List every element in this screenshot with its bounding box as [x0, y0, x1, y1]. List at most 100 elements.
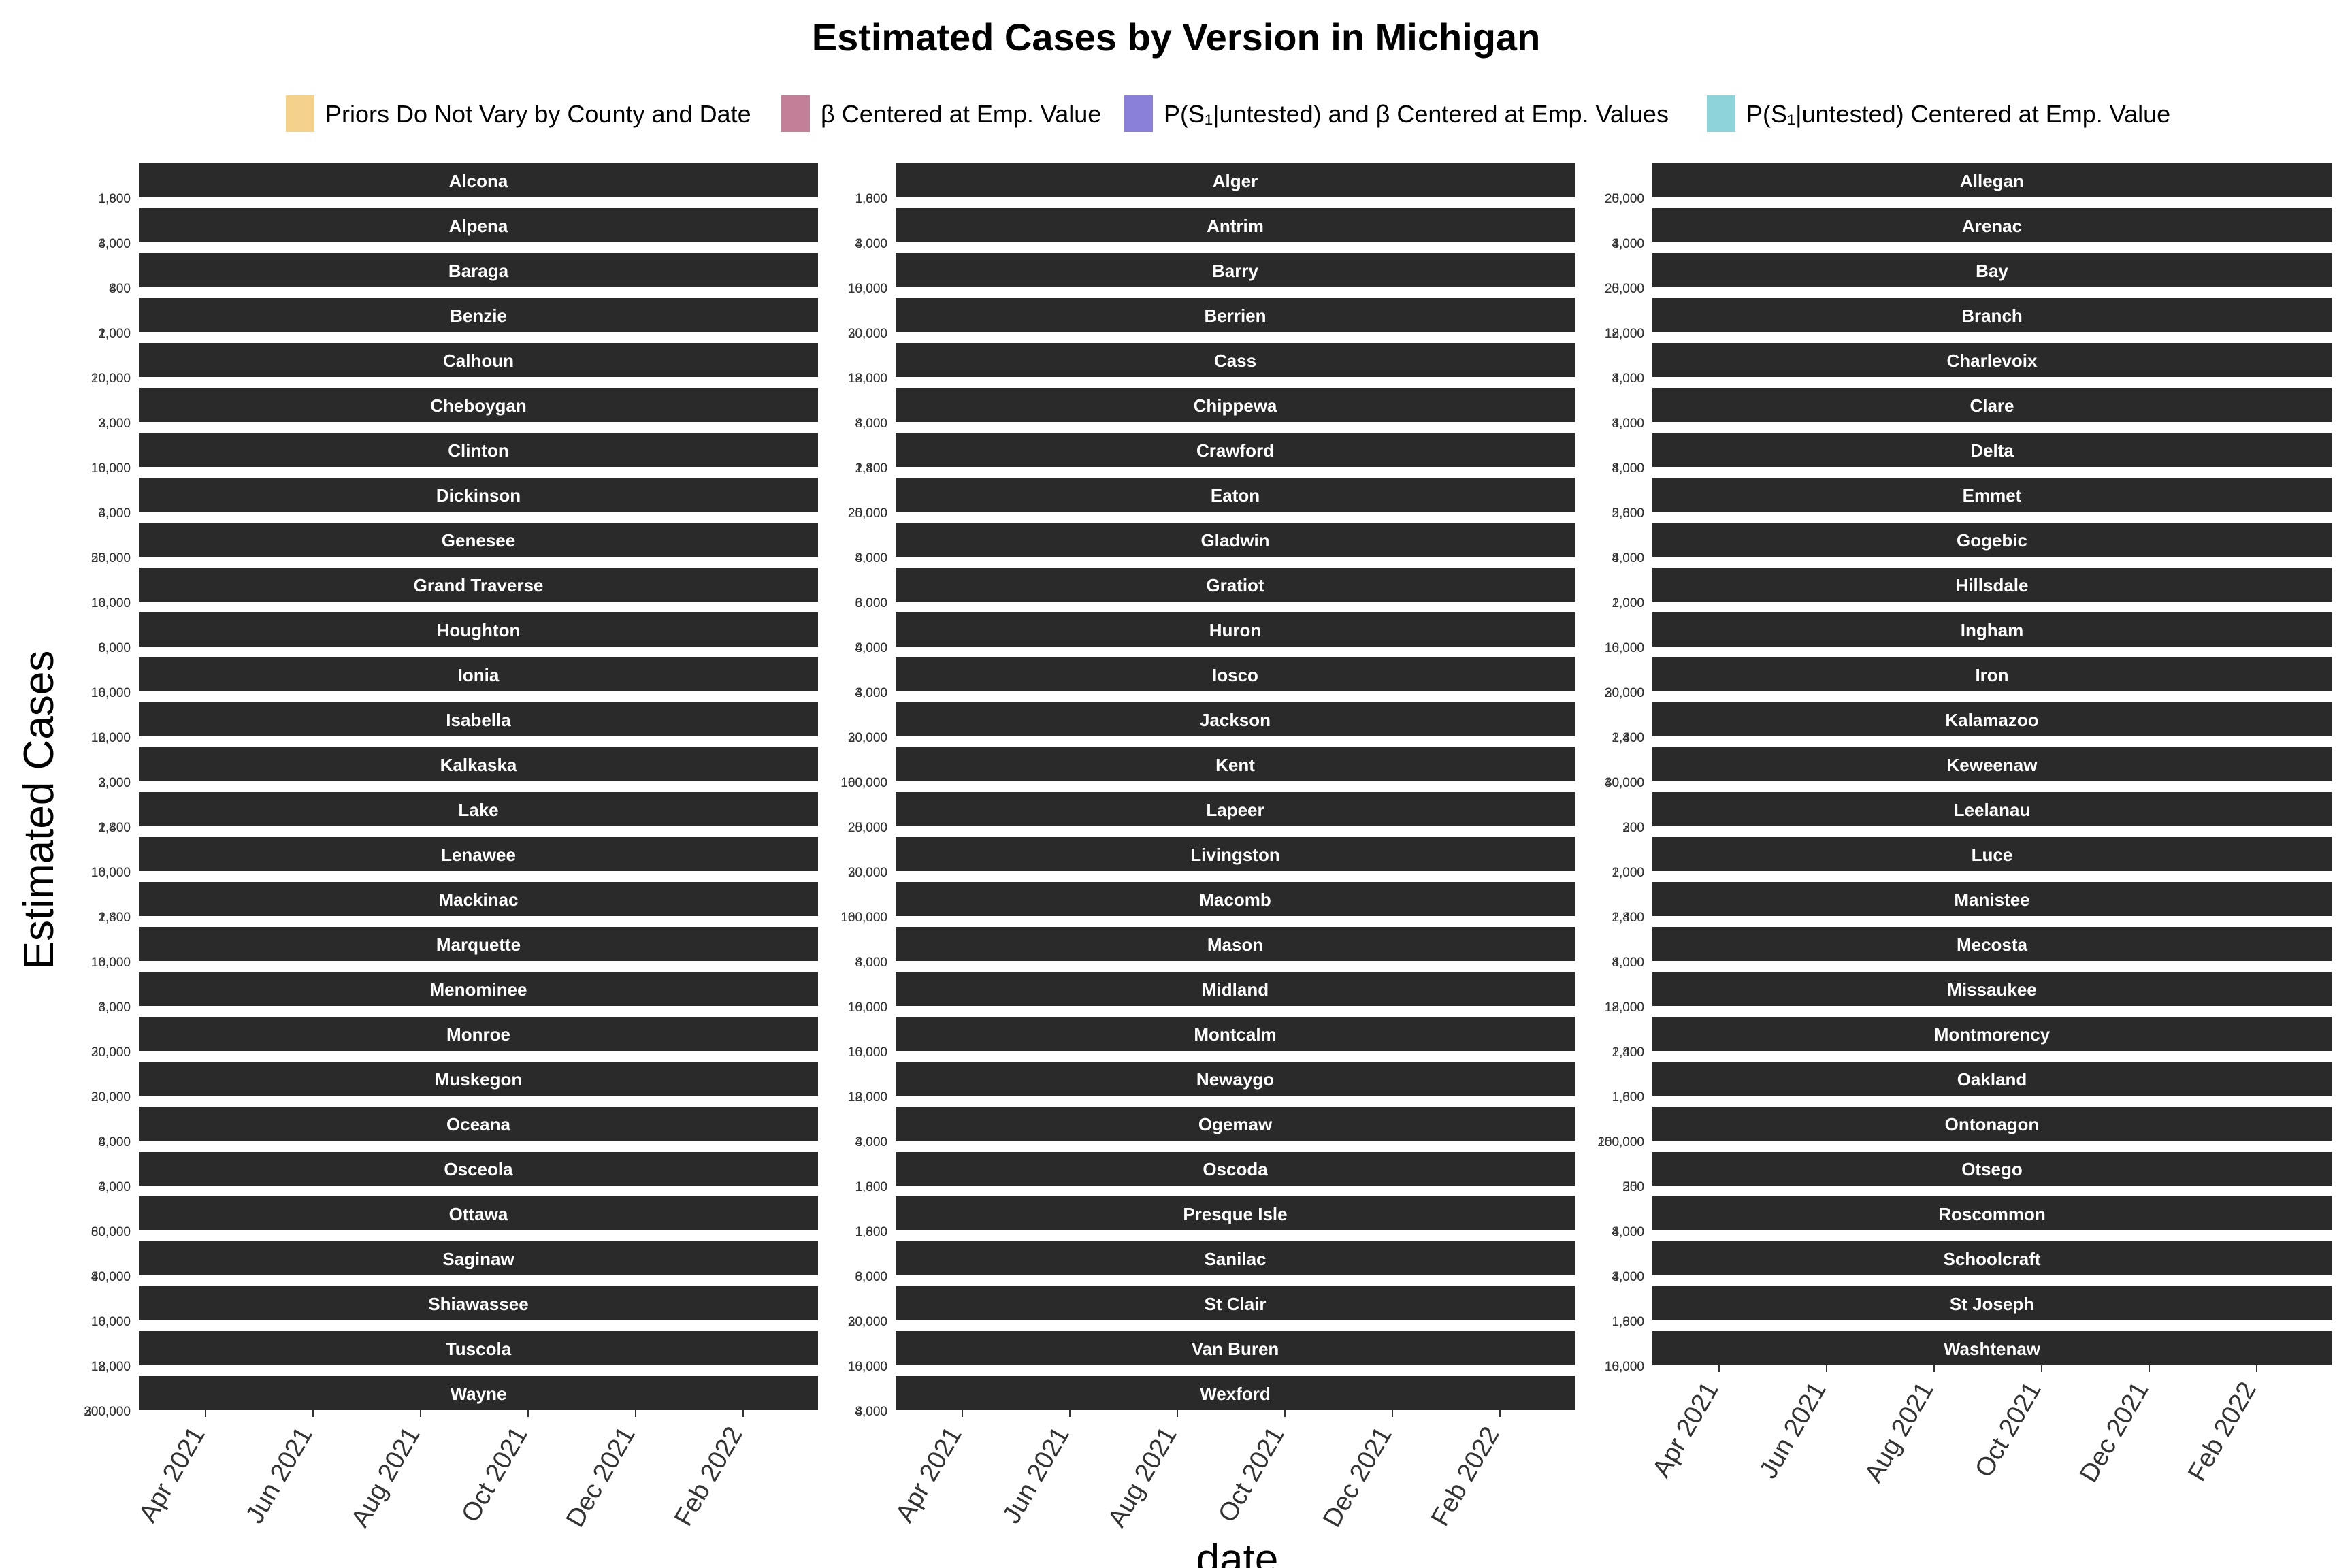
y-tick-label: 2,800 — [1612, 731, 1644, 745]
legend-swatch — [1124, 95, 1153, 132]
facet-strip — [1652, 433, 2332, 467]
x-tick-label: Dec 2021 — [2074, 1377, 2155, 1488]
facet-strip — [139, 747, 818, 781]
facet-strip-label: Montmorency — [1934, 1024, 2051, 1045]
y-tick-label: 300 — [1622, 821, 1644, 835]
facet-strip-label: Roscommon — [1938, 1204, 2045, 1224]
y-tick-label: 200,000 — [84, 1405, 131, 1419]
y-tick-label: 8,000 — [855, 596, 887, 610]
facet-strip — [896, 612, 1575, 647]
y-tick-label: 1,400 — [98, 821, 131, 835]
x-tick-label: Oct 2021 — [1213, 1422, 1290, 1528]
facet-strip-label: Clare — [1970, 395, 2014, 416]
facet-strip — [139, 1331, 818, 1365]
facet-strip-label: Otsego — [1961, 1159, 2023, 1179]
y-tick-label: 8,000 — [855, 1270, 887, 1284]
y-tick-label: 2,800 — [1612, 911, 1644, 925]
y-tick-label: 80,000 — [91, 1270, 131, 1284]
facet-strip-label: Barry — [1212, 261, 1258, 281]
y-tick-label: 1,600 — [98, 192, 131, 206]
facet-strip-label: Ogemaw — [1198, 1114, 1273, 1134]
y-tick-label: 250 — [1622, 1180, 1644, 1194]
y-tick-label: 3,000 — [98, 416, 131, 431]
facet-strip-label: Isabella — [446, 710, 511, 730]
facet-strip-label: Washtenaw — [1944, 1339, 2041, 1359]
facet-strip-label: Montcalm — [1194, 1024, 1276, 1045]
y-tick-label: 60,000 — [91, 1225, 131, 1239]
legend-swatch — [781, 95, 810, 132]
y-tick-label: 16,000 — [91, 686, 131, 700]
facet-strip — [139, 882, 818, 916]
facet-strip — [139, 253, 818, 287]
facet-strip — [896, 837, 1575, 871]
facet-strip-label: Presque Isle — [1183, 1204, 1287, 1224]
y-tick-label: 18,000 — [848, 372, 887, 386]
y-tick-label: 200,000 — [1597, 1135, 1644, 1149]
facet-strip — [1652, 1241, 2332, 1275]
y-tick-label: 4,000 — [1612, 237, 1644, 251]
legend-swatch — [1707, 95, 1735, 132]
facet-strip — [1652, 837, 2332, 871]
facet-strip-label: Marquette — [436, 934, 521, 955]
facet-strip-label: Macomb — [1199, 889, 1271, 910]
facet-strip-label: Ontonagon — [1945, 1114, 2040, 1134]
facet-strip-label: Manistee — [1954, 889, 2029, 910]
facet-strip — [139, 1241, 818, 1275]
facet-strip — [896, 927, 1575, 961]
facet-strip-label: Gogebic — [1957, 530, 2027, 551]
facet-strip — [896, 1241, 1575, 1275]
facet-strip — [896, 1196, 1575, 1230]
y-tick-label: 2,800 — [98, 821, 131, 835]
y-tick-label: 10,000 — [1605, 1360, 1644, 1374]
legend-item: β Centered at Emp. Value — [781, 95, 1101, 132]
y-tick-label: 4,000 — [855, 956, 887, 970]
legend-label: β Centered at Emp. Value — [821, 100, 1101, 128]
y-tick-label: 40,000 — [1605, 776, 1644, 790]
y-tick-label: 10,000 — [91, 956, 131, 970]
y-tick-label: 30,000 — [91, 1090, 131, 1105]
y-tick-label: 4,000 — [1612, 1270, 1644, 1284]
x-tick-label: Jun 2021 — [1754, 1377, 1832, 1484]
facet-strip — [1652, 1062, 2332, 1096]
y-tick-label: 3,000 — [98, 1180, 131, 1194]
facet-strip — [896, 343, 1575, 377]
y-tick-label: 8,000 — [1612, 461, 1644, 476]
facet-strip — [1652, 388, 2332, 422]
facet-strip-label: Eaton — [1211, 485, 1260, 506]
y-tick-label: 1,600 — [1612, 1315, 1644, 1329]
y-tick-label: 300,000 — [84, 1405, 131, 1419]
panels: Alcona1,600800Alpena4,0003,000Baraga8004… — [84, 163, 2332, 1419]
facet-strip — [1652, 298, 2332, 332]
y-tick-label: 20,000 — [1605, 686, 1644, 700]
x-tick-label: Jun 2021 — [997, 1422, 1075, 1529]
x-tick-label: Feb 2022 — [669, 1422, 749, 1531]
y-tick-label: 40,000 — [91, 1270, 131, 1284]
y-axis-title: Estimated Cases — [16, 651, 63, 970]
y-tick-label: 20,000 — [91, 372, 131, 386]
x-tick-label: Feb 2022 — [2183, 1377, 2262, 1486]
y-tick-label: 16,000 — [848, 1045, 887, 1060]
y-tick-label: 16,000 — [1605, 641, 1644, 655]
facet-strip — [1652, 972, 2332, 1006]
facet-strip — [139, 523, 818, 557]
y-tick-label: 3,000 — [1612, 1270, 1644, 1284]
facet-strip-label: Lapeer — [1206, 800, 1264, 820]
y-tick-label: 20,000 — [91, 1045, 131, 1060]
legend: Priors Do Not Vary by County and Date β C… — [286, 95, 2170, 132]
facet-strip-label: Kalamazoo — [1945, 710, 2038, 730]
facet-strip-label: Ingham — [1961, 620, 2023, 640]
